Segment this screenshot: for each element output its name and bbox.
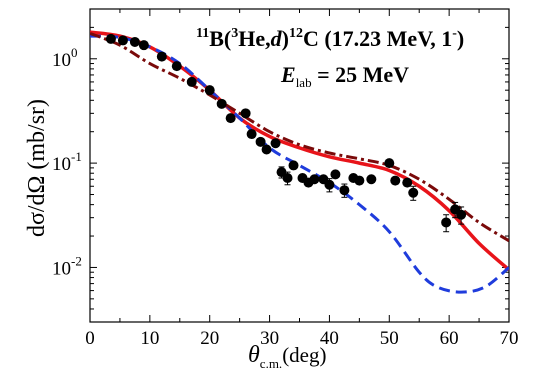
- data-point: [456, 206, 467, 225]
- point-marker: [324, 179, 335, 190]
- x-tick-label: 50: [380, 328, 399, 349]
- point-marker: [255, 136, 266, 147]
- data-point: [240, 108, 251, 119]
- point-marker: [456, 209, 467, 220]
- point-marker: [282, 172, 293, 183]
- data-point: [129, 36, 140, 47]
- data-point: [216, 98, 227, 109]
- data-point: [441, 214, 452, 233]
- x-tick-label: 0: [85, 328, 95, 349]
- data-point: [384, 158, 395, 169]
- data-point: [402, 177, 413, 188]
- point-marker: [117, 35, 128, 46]
- data-point: [171, 61, 182, 72]
- point-marker: [261, 144, 272, 155]
- x-tick-label: 20: [200, 328, 219, 349]
- data-point: [390, 175, 401, 186]
- point-marker: [186, 76, 197, 87]
- point-marker: [288, 160, 299, 171]
- point-marker: [246, 129, 257, 140]
- point-marker: [390, 175, 401, 186]
- data-point: [225, 113, 236, 124]
- point-marker: [408, 187, 419, 198]
- x-tick-label: 60: [440, 328, 459, 349]
- point-marker: [138, 40, 149, 51]
- data-point: [339, 183, 350, 198]
- data-point: [156, 51, 167, 62]
- data-point: [324, 178, 335, 193]
- data-point: [105, 33, 116, 44]
- point-marker: [156, 51, 167, 62]
- curve-solid: [90, 30, 509, 272]
- point-marker: [216, 98, 227, 109]
- y-tick-label: 100: [52, 45, 78, 71]
- point-marker: [204, 85, 215, 96]
- y-axis-label: dσ/dΩ (mb/sr): [24, 99, 50, 237]
- data-point: [408, 185, 419, 201]
- data-point: [117, 35, 128, 46]
- point-marker: [270, 138, 281, 149]
- reaction-label: 11B(3He,d)12C (17.23 MeV, 1-): [196, 26, 464, 51]
- x-axis-label: θc.m.(deg): [248, 342, 327, 371]
- data-point: [261, 144, 272, 155]
- curve-dashdot: [90, 32, 509, 243]
- point-marker: [339, 185, 350, 196]
- point-marker: [171, 61, 182, 72]
- point-marker: [441, 217, 452, 228]
- data-point: [309, 174, 320, 185]
- y-tick-label: 10-2: [52, 253, 82, 279]
- experimental-points: [105, 33, 467, 233]
- point-marker: [402, 177, 413, 188]
- data-point: [288, 160, 299, 171]
- data-point: [282, 171, 293, 186]
- point-marker: [384, 158, 395, 169]
- tick-labels: 0 10 20 30 40 50 60 70 100 10-1 10-2: [52, 45, 519, 349]
- point-marker: [354, 175, 365, 186]
- data-point: [366, 174, 377, 185]
- data-point: [255, 136, 266, 147]
- data-point: [246, 129, 257, 140]
- x-tick-label: 30: [260, 328, 279, 349]
- data-point: [138, 40, 149, 51]
- point-marker: [309, 174, 320, 185]
- point-marker: [129, 36, 140, 47]
- point-marker: [225, 113, 236, 124]
- data-point: [270, 138, 281, 149]
- energy-label: Elab = 25 MeV: [280, 62, 409, 90]
- data-point: [204, 85, 215, 96]
- data-point: [330, 169, 341, 180]
- plot-frame: [89, 8, 510, 323]
- point-marker: [330, 169, 341, 180]
- point-marker: [240, 108, 251, 119]
- axis-ticks: [89, 8, 510, 323]
- point-marker: [366, 174, 377, 185]
- data-point: [186, 76, 197, 87]
- data-point: [354, 175, 365, 186]
- point-marker: [105, 33, 116, 44]
- x-tick-label: 40: [320, 328, 339, 349]
- x-tick-label: 70: [500, 328, 519, 349]
- y-tick-label: 10-1: [52, 149, 82, 175]
- theory-curves: [90, 30, 509, 294]
- x-tick-label: 10: [140, 328, 159, 349]
